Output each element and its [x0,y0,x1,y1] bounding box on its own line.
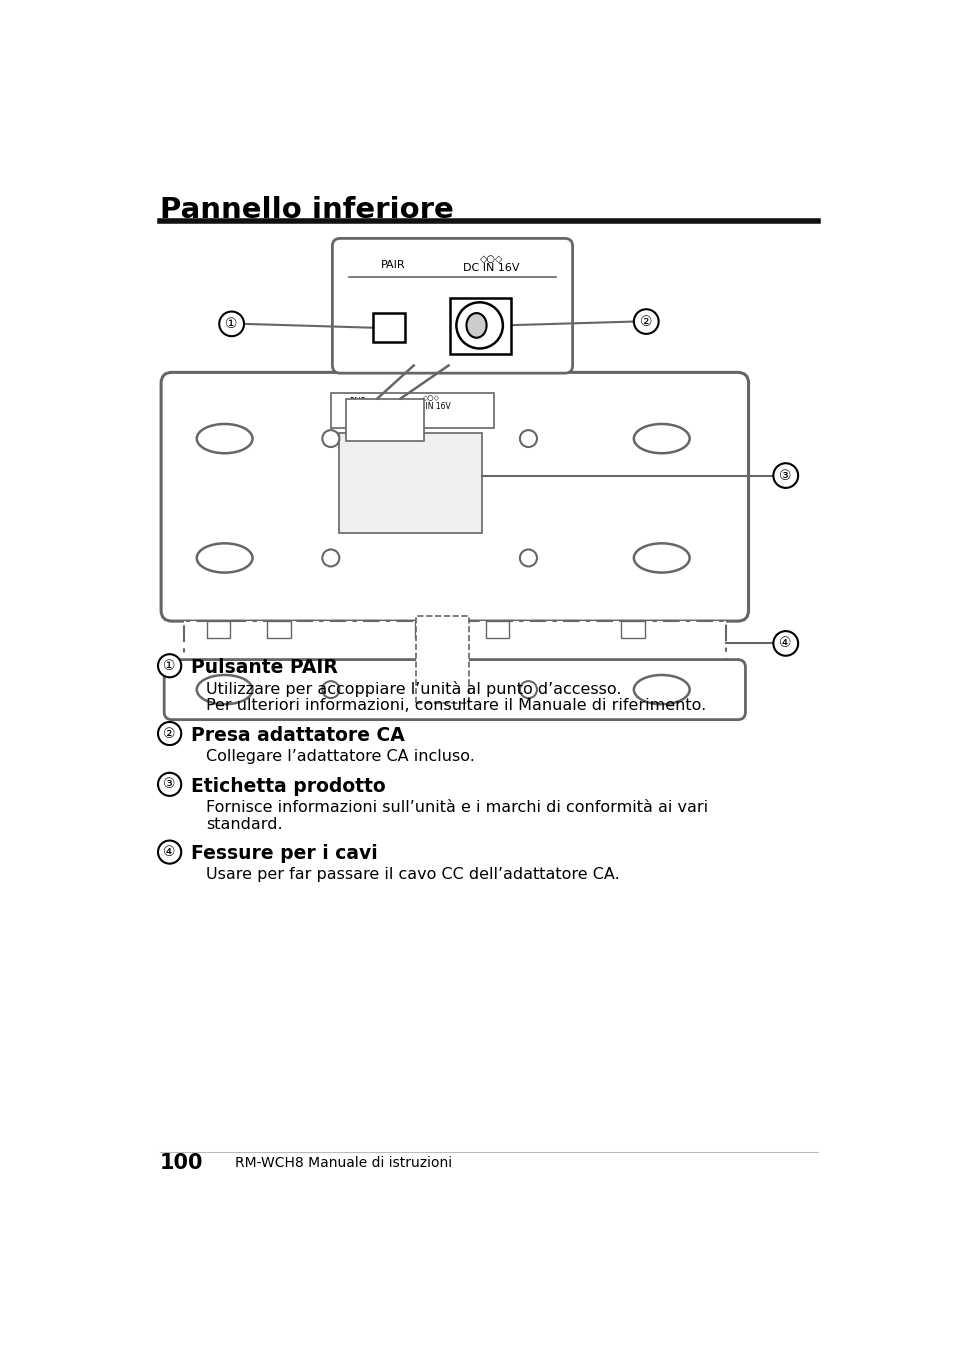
Bar [485,621,509,638]
Text: ③: ③ [779,468,791,483]
Circle shape [519,550,537,566]
Circle shape [158,654,181,678]
Text: ②: ② [163,726,175,741]
Bar [415,621,437,638]
Ellipse shape [196,675,253,705]
Text: ④: ④ [163,845,175,859]
Bar [373,313,405,343]
Text: DC IN 16V: DC IN 16V [462,264,519,273]
Text: Per ulteriori informazioni, consultare il Manuale di riferimento.: Per ulteriori informazioni, consultare i… [206,698,705,713]
Text: Fornisce informazioni sull’unità e i marchi di conformità ai vari: Fornisce informazioni sull’unità e i mar… [206,800,707,815]
Text: PAIR: PAIR [380,260,405,270]
Circle shape [322,430,339,447]
Circle shape [158,773,181,796]
Circle shape [519,681,537,698]
Text: Usare per far passare il cavo CC dell’adattatore CA.: Usare per far passare il cavo CC dell’ad… [206,868,619,882]
Text: RM-WCH8 Manuale di istruzioni: RM-WCH8 Manuale di istruzioni [235,1157,452,1170]
Bar [338,433,481,534]
Text: ◇○◇: ◇○◇ [423,394,439,401]
Bar [346,398,423,441]
Text: ②: ② [639,315,652,328]
Circle shape [773,631,798,656]
Text: Collegare l’adattatore CA incluso.: Collegare l’adattatore CA incluso. [206,749,475,764]
FancyBboxPatch shape [161,373,748,621]
Ellipse shape [633,424,689,453]
Ellipse shape [196,424,253,453]
Text: Utilizzare per accoppiare l’unità al punto d’accesso.: Utilizzare per accoppiare l’unità al pun… [206,681,621,697]
Text: ◇○◇: ◇○◇ [479,254,502,264]
Bar [416,616,468,702]
Ellipse shape [633,543,689,573]
Circle shape [633,309,658,334]
Bar [620,621,644,638]
Text: Pannello inferiore: Pannello inferiore [159,196,453,225]
Circle shape [519,430,537,447]
Text: ①: ① [163,659,175,672]
Text: DC IN 16V: DC IN 16V [412,402,451,412]
Text: 100: 100 [159,1153,203,1173]
Text: Presa adattatore CA: Presa adattatore CA [191,726,404,745]
Text: ④: ④ [779,636,791,651]
Bar [450,299,510,354]
Ellipse shape [196,543,253,573]
Bar [183,621,725,666]
Bar [267,621,291,638]
Text: standard.: standard. [206,816,282,831]
Circle shape [158,841,181,863]
Circle shape [456,303,502,348]
Text: Etichetta prodotto: Etichetta prodotto [191,776,385,796]
FancyBboxPatch shape [332,238,572,373]
Circle shape [158,722,181,745]
Ellipse shape [466,313,486,338]
Ellipse shape [633,675,689,705]
Text: PAIR: PAIR [349,397,366,406]
Bar [207,621,230,638]
Circle shape [322,550,339,566]
Text: ①: ① [225,317,237,331]
Circle shape [773,463,798,488]
Text: Pulsante PAIR: Pulsante PAIR [191,658,337,677]
Text: ③: ③ [163,777,175,791]
Text: Fessure per i cavi: Fessure per i cavi [191,845,376,863]
Circle shape [322,681,339,698]
Bar [331,393,493,428]
Circle shape [219,312,244,336]
FancyBboxPatch shape [164,659,744,720]
